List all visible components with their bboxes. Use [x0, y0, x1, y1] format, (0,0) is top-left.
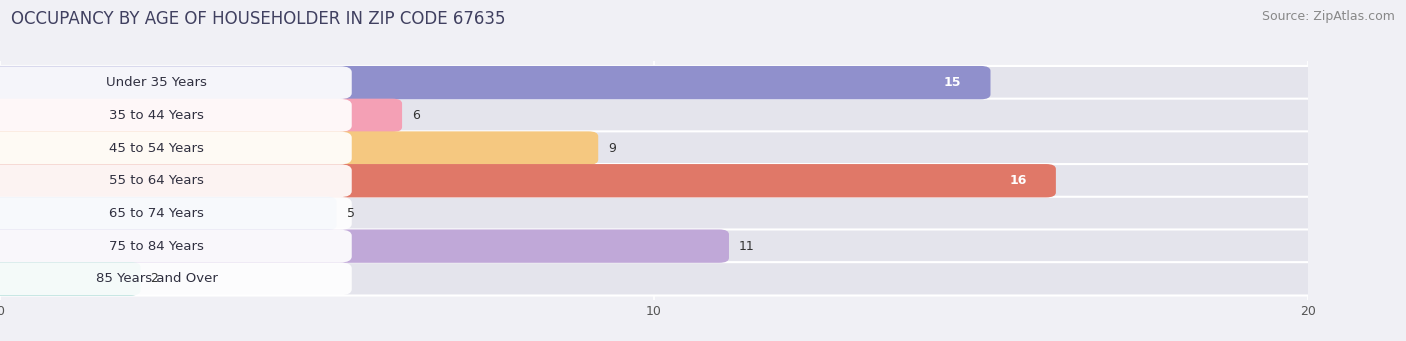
FancyBboxPatch shape — [0, 263, 352, 295]
FancyBboxPatch shape — [0, 99, 352, 132]
Text: 9: 9 — [607, 142, 616, 154]
Text: 11: 11 — [738, 240, 755, 253]
Text: 2: 2 — [150, 272, 159, 285]
FancyBboxPatch shape — [0, 99, 402, 132]
FancyBboxPatch shape — [0, 197, 1317, 230]
Text: 35 to 44 Years: 35 to 44 Years — [110, 109, 204, 122]
Text: OCCUPANCY BY AGE OF HOUSEHOLDER IN ZIP CODE 67635: OCCUPANCY BY AGE OF HOUSEHOLDER IN ZIP C… — [11, 10, 506, 28]
FancyBboxPatch shape — [0, 229, 728, 263]
FancyBboxPatch shape — [0, 132, 352, 164]
Text: Source: ZipAtlas.com: Source: ZipAtlas.com — [1261, 10, 1395, 23]
FancyBboxPatch shape — [0, 131, 598, 165]
Text: 16: 16 — [1010, 174, 1026, 187]
FancyBboxPatch shape — [0, 262, 1317, 296]
FancyBboxPatch shape — [0, 66, 1317, 99]
FancyBboxPatch shape — [0, 66, 352, 99]
FancyBboxPatch shape — [0, 230, 352, 263]
FancyBboxPatch shape — [0, 197, 336, 230]
FancyBboxPatch shape — [0, 164, 1056, 197]
FancyBboxPatch shape — [0, 197, 352, 230]
Text: 45 to 54 Years: 45 to 54 Years — [110, 142, 204, 154]
FancyBboxPatch shape — [0, 66, 990, 99]
Text: 65 to 74 Years: 65 to 74 Years — [110, 207, 204, 220]
Text: 6: 6 — [412, 109, 420, 122]
FancyBboxPatch shape — [0, 99, 1317, 132]
Text: Under 35 Years: Under 35 Years — [107, 76, 207, 89]
Text: 5: 5 — [346, 207, 354, 220]
FancyBboxPatch shape — [0, 262, 141, 296]
FancyBboxPatch shape — [0, 164, 352, 197]
FancyBboxPatch shape — [0, 229, 1317, 263]
Text: 75 to 84 Years: 75 to 84 Years — [110, 240, 204, 253]
FancyBboxPatch shape — [0, 164, 1317, 197]
FancyBboxPatch shape — [0, 131, 1317, 165]
Text: 15: 15 — [943, 76, 962, 89]
Text: 55 to 64 Years: 55 to 64 Years — [110, 174, 204, 187]
Text: 85 Years and Over: 85 Years and Over — [96, 272, 218, 285]
